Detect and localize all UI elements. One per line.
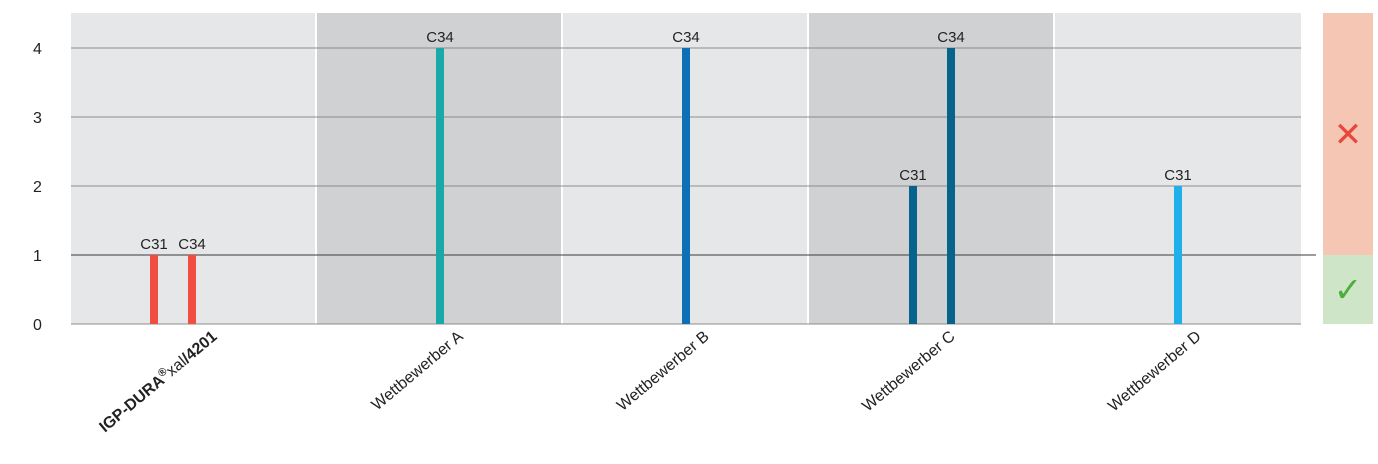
bar: [436, 48, 444, 324]
y-tick-label: 2: [33, 179, 42, 196]
category-label: Wettbewerber D: [1105, 328, 1204, 415]
y-tick-label: 3: [33, 110, 42, 127]
bar-label: C34: [672, 29, 700, 46]
bar-label: C34: [178, 236, 206, 253]
category-label: Wettbewerber C: [859, 328, 958, 415]
cross-icon: ✕: [1334, 115, 1363, 155]
category-label: IGP-DURA®xal/4201: [95, 326, 220, 436]
category-band: [809, 13, 1053, 324]
check-icon: ✓: [1334, 271, 1363, 311]
bar: [909, 186, 917, 324]
category-label-main: IGP-DURA: [96, 372, 168, 436]
y-tick-label: 1: [33, 248, 42, 265]
pass-zone: [1323, 255, 1373, 324]
fail-zone: [1323, 13, 1373, 255]
bar: [188, 255, 196, 324]
category-label: Wettbewerber B: [614, 328, 713, 415]
category-label-tail: /4201: [179, 328, 221, 367]
bar-label: C31: [899, 167, 927, 184]
bar-label: C34: [937, 29, 965, 46]
category-label: Wettbewerber A: [369, 328, 467, 414]
y-tick-label: 0: [33, 317, 42, 334]
y-tick-label: 4: [33, 41, 42, 58]
bar: [150, 255, 158, 324]
bar-label: C31: [140, 236, 168, 253]
bar: [682, 48, 690, 324]
bar-label: C34: [426, 29, 454, 46]
bar: [1174, 186, 1182, 324]
bar-label: C31: [1164, 167, 1192, 184]
bar: [947, 48, 955, 324]
